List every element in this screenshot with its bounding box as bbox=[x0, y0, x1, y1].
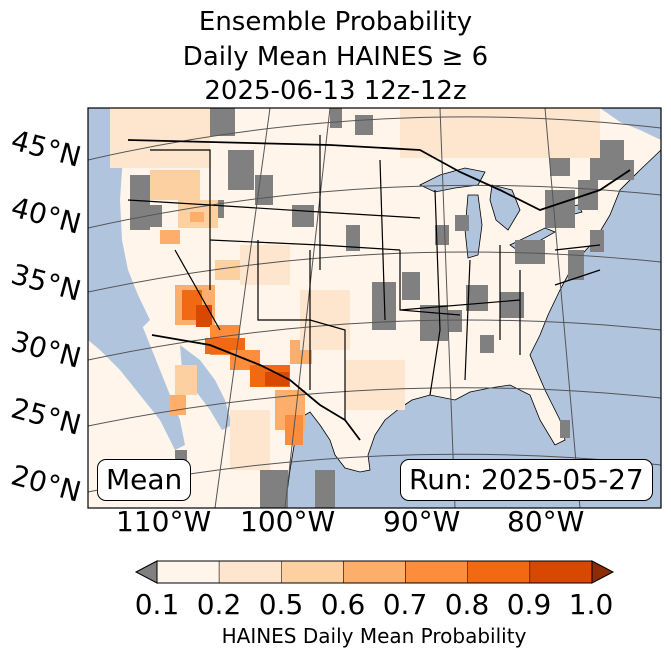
map-frame bbox=[87, 107, 662, 509]
colorbar-tick-0.5: 0.5 bbox=[258, 588, 304, 621]
colorbar-cell bbox=[281, 560, 344, 584]
colorbar-under-arrow bbox=[134, 560, 158, 584]
hudson-bay-area bbox=[600, 108, 661, 140]
colorbar-cell bbox=[405, 560, 468, 584]
lon-label-100: 100°W bbox=[240, 505, 336, 538]
colorbar-tick-1.0: 1.0 bbox=[568, 588, 614, 621]
title-line-2: Daily Mean HAINES ≥ 6 bbox=[182, 42, 489, 72]
run-date-box: Run: 2025-05-27 bbox=[400, 459, 653, 501]
colorbar-cell bbox=[343, 560, 406, 584]
colorbar-tick-0.6: 0.6 bbox=[320, 588, 366, 621]
title-line-3: 2025-06-13 12z-12z bbox=[204, 76, 467, 106]
colorbar-tick-0.1: 0.1 bbox=[134, 588, 180, 621]
state-boundaries bbox=[127, 135, 601, 420]
colorbar-tick-0.7: 0.7 bbox=[382, 588, 428, 621]
colorbar-cell bbox=[218, 560, 282, 584]
colorbar-over-arrow bbox=[591, 560, 615, 584]
colorbar-cells bbox=[156, 560, 593, 584]
lon-label-110: 110°W bbox=[116, 505, 212, 538]
colorbar-cell bbox=[529, 560, 593, 584]
us-mexico-border bbox=[151, 334, 361, 441]
us-canada-border bbox=[127, 139, 631, 211]
title-line-1: Ensemble Probability bbox=[198, 7, 473, 37]
colorbar-tick-0.2: 0.2 bbox=[196, 588, 242, 621]
colorbar-label: HAINES Daily Mean Probability bbox=[221, 624, 527, 648]
stat-label-box: Mean bbox=[97, 459, 192, 501]
lon-label-80: 80°W bbox=[507, 505, 585, 538]
colorbar-cell bbox=[156, 560, 220, 584]
colorbar-tick-0.9: 0.9 bbox=[506, 588, 552, 621]
lon-label-90: 90°W bbox=[383, 505, 461, 538]
probability-patches bbox=[110, 108, 600, 470]
baja-coast bbox=[88, 320, 185, 450]
colorbar-cell bbox=[467, 560, 531, 584]
pacific-coast bbox=[88, 108, 150, 330]
colorbar-tick-0.8: 0.8 bbox=[444, 588, 490, 621]
